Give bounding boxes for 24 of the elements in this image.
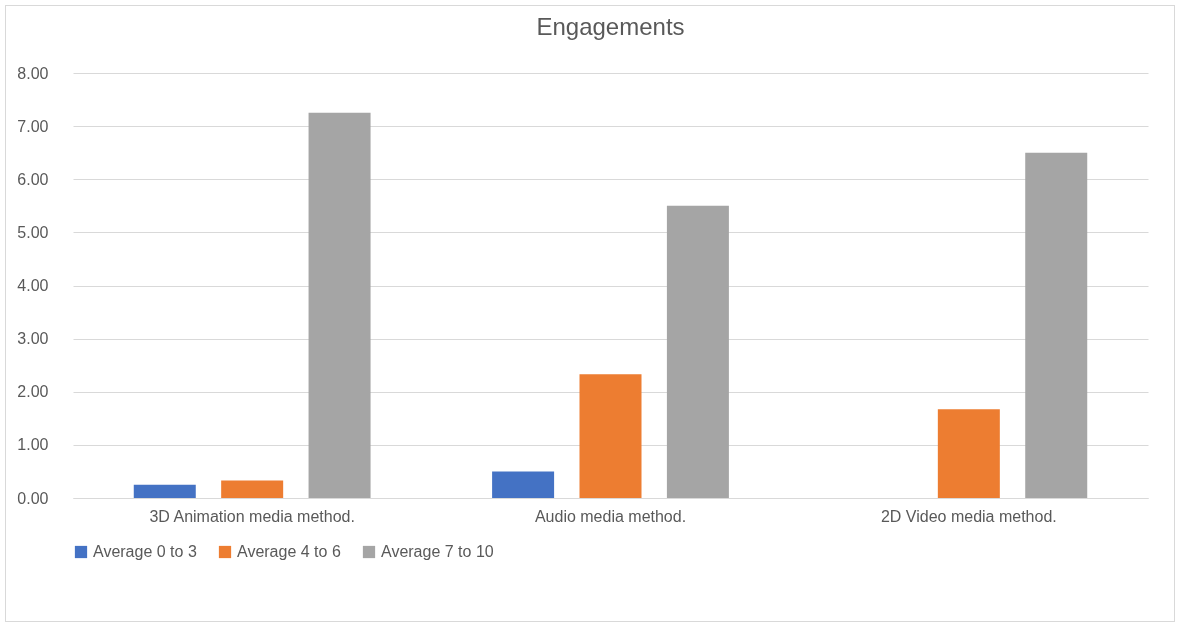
x-tick-label: Audio media method.: [534, 507, 687, 525]
legend-label: Average 7 to 10: [381, 543, 494, 560]
bar: [308, 112, 371, 498]
y-tick-label: 0.00: [17, 489, 49, 507]
legend-label: Average 0 to 3: [93, 543, 197, 560]
y-tick-label: 8.00: [17, 64, 49, 82]
y-tick-label: 4.00: [17, 277, 49, 294]
x-tick-label: 2D Video media method.: [880, 507, 1057, 525]
y-tick-label: 5.00: [17, 223, 49, 241]
y-tick-label: 2.00: [17, 383, 49, 401]
y-tick-label: 1.00: [17, 436, 49, 454]
y-tick-label: 3.00: [17, 330, 49, 348]
bar: [133, 484, 196, 498]
bar: [666, 205, 729, 498]
y-tick-label: 7.00: [17, 117, 49, 135]
bar: [492, 471, 555, 498]
y-tick-label: 6.00: [17, 170, 49, 188]
bar: [579, 374, 642, 498]
bar: [1025, 152, 1088, 498]
legend-label: Average 4 to 6: [237, 543, 341, 560]
bar: [221, 480, 284, 498]
chart-title: Engagements: [536, 13, 685, 40]
bar: [937, 409, 1000, 498]
x-tick-label: 3D Animation media method.: [149, 507, 355, 525]
